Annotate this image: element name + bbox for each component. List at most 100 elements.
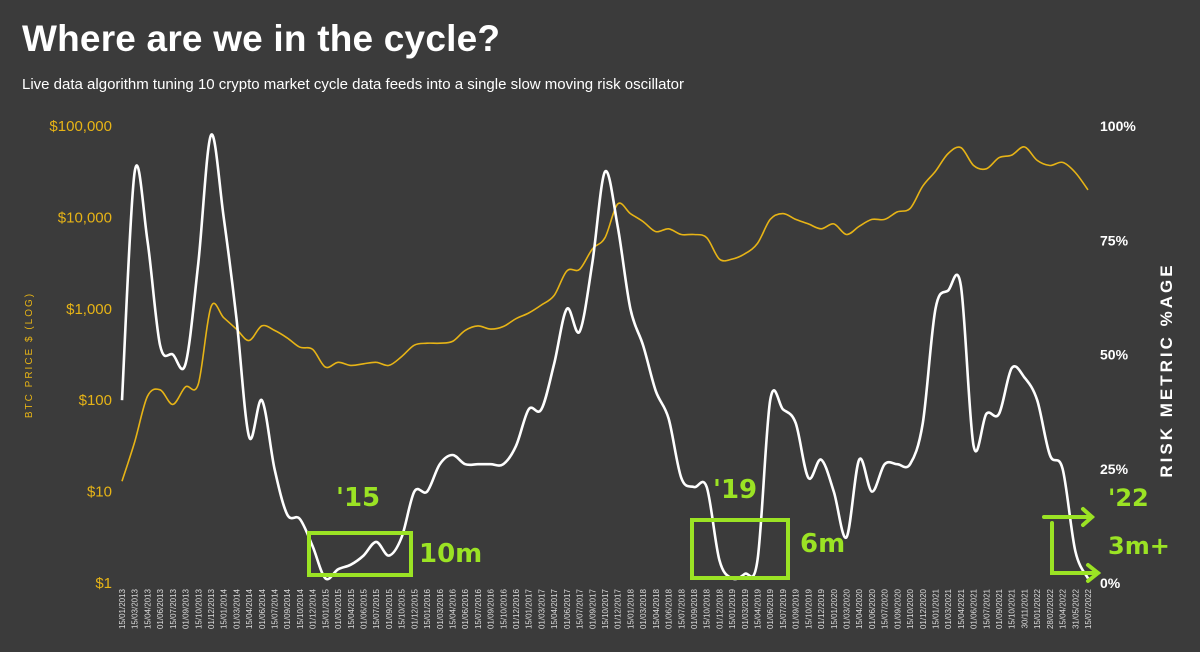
annotation-bracket-2022 xyxy=(1050,521,1102,583)
x-tick-label: 01/03/2017 xyxy=(537,588,546,629)
x-tick-label: 15/01/2013 xyxy=(118,588,127,629)
x-tick-label: 01/06/2018 xyxy=(665,588,674,629)
x-tick-label: 15/07/2020 xyxy=(881,588,890,629)
left-axis-title: BTC PRICE $ (LOG) xyxy=(24,292,35,418)
x-tick-label: 01/03/2016 xyxy=(436,588,445,629)
x-tick-label: 15/01/2018 xyxy=(626,588,635,629)
annotation-2019: '19 6m xyxy=(690,475,845,580)
x-tick-label: 15/04/2015 xyxy=(347,588,356,629)
right-tick-label: 50% xyxy=(1100,347,1129,363)
x-tick-label: 15/07/2015 xyxy=(372,588,381,629)
x-tick-label: 30/11/2021 xyxy=(1020,588,1029,628)
x-tick-label: 15/04/2019 xyxy=(754,588,763,629)
x-tick-label: 01/03/2020 xyxy=(843,588,852,629)
right-tick-label: 75% xyxy=(1100,232,1129,248)
x-tick-label: 15/04/2020 xyxy=(855,588,864,629)
annotation-2015: '15 10m xyxy=(307,483,482,577)
x-tick-label: 15/01/2019 xyxy=(728,588,737,629)
annotation-year-2022: '22 xyxy=(1108,484,1149,512)
x-tick-label: 15/01/2015 xyxy=(321,588,330,629)
x-tick-label: 01/06/2013 xyxy=(156,588,165,629)
left-tick-label: $100,000 xyxy=(49,118,112,135)
x-tick-label: 01/06/2020 xyxy=(868,588,877,629)
risk-metric-line xyxy=(120,133,1090,581)
x-tick-label: 15/07/2013 xyxy=(169,588,178,629)
right-tick-label: 25% xyxy=(1100,461,1129,477)
x-tick-label: 01/12/2014 xyxy=(309,588,318,629)
left-tick-label: $100 xyxy=(79,392,112,409)
x-tick-label: 01/03/2019 xyxy=(741,588,750,629)
annotation-arrow-2022-top xyxy=(1042,507,1096,527)
x-tick-label: 01/03/2021 xyxy=(944,588,953,629)
x-tick-label: 15/07/2022 xyxy=(1084,588,1093,629)
x-tick-label: 28/02/2022 xyxy=(1046,588,1055,629)
annotation-box-2019 xyxy=(690,518,790,580)
x-tick-label: 01/03/2018 xyxy=(639,588,648,629)
x-tick-label: 01/09/2021 xyxy=(995,588,1004,629)
x-tick-label: 15/04/2017 xyxy=(550,588,559,629)
right-tick-label: 0% xyxy=(1100,575,1121,591)
x-tick-label: 01/06/2016 xyxy=(461,588,470,629)
x-tick-label: 01/09/2019 xyxy=(792,588,801,629)
x-tick-label: 15/10/2017 xyxy=(601,588,610,629)
annotation-duration-2022: 3m+ xyxy=(1108,532,1170,560)
x-tick-label: 15/07/2019 xyxy=(779,588,788,629)
x-tick-label: 01/03/2014 xyxy=(232,588,241,629)
x-tick-label: 01/09/2020 xyxy=(893,588,902,629)
x-tick-label: 15/07/2016 xyxy=(474,588,483,629)
x-tick-label: 15/01/2017 xyxy=(525,588,534,629)
page-title: Where are we in the cycle? xyxy=(22,18,501,59)
left-tick-label: $1 xyxy=(95,575,112,592)
x-tick-label: 01/09/2013 xyxy=(182,588,191,629)
left-tick-label: $10,000 xyxy=(58,209,112,226)
page-subtitle: Live data algorithm tuning 10 crypto mar… xyxy=(22,76,684,93)
x-tick-label: 01/12/2019 xyxy=(817,588,826,629)
x-tick-label: 01/09/2015 xyxy=(385,588,394,629)
x-tick-label: 15/01/2014 xyxy=(220,588,229,629)
x-tick-label: 01/09/2014 xyxy=(283,588,292,629)
right-axis-ticks: 0% 25% 50% 75% 100% xyxy=(1100,118,1136,591)
x-tick-label: 01/03/2015 xyxy=(334,588,343,629)
right-tick-label: 100% xyxy=(1100,118,1136,134)
annotation-duration-2019: 6m xyxy=(800,529,845,559)
x-tick-label: 15/01/2021 xyxy=(931,588,940,629)
x-tick-label: 15/07/2018 xyxy=(677,588,686,629)
x-tick-label: 01/12/2018 xyxy=(715,588,724,629)
x-tick-label: 01/06/2017 xyxy=(563,588,572,629)
x-tick-label: 15/04/2014 xyxy=(245,588,254,629)
x-tick-label: 15/10/2021 xyxy=(1008,588,1017,629)
x-tick-label: 01/12/2020 xyxy=(919,588,928,629)
left-tick-label: $1,000 xyxy=(66,301,112,318)
right-axis-title: RISK METRIC %AGE xyxy=(1157,262,1176,477)
x-tick-label: 15/07/2014 xyxy=(271,588,280,629)
x-tick-label: 01/06/2015 xyxy=(360,588,369,629)
x-tick-label: 01/12/2013 xyxy=(207,588,216,629)
x-tick-label: 15/07/2017 xyxy=(576,588,585,629)
x-tick-label: 15/04/2016 xyxy=(448,588,457,629)
annotation-2022: '22 3m+ xyxy=(1042,484,1170,583)
x-axis-ticks: 15/01/2013 15/03/2013 15/04/2013 01/06/2013… xyxy=(118,588,1093,629)
x-tick-label: 15/04/2013 xyxy=(143,588,152,629)
x-tick-label: 01/06/2021 xyxy=(970,588,979,629)
x-tick-label: 15/10/2013 xyxy=(194,588,203,629)
x-tick-label: 15/10/2015 xyxy=(398,588,407,629)
x-tick-label: 01/06/2014 xyxy=(258,588,267,629)
x-tick-label: 15/10/2018 xyxy=(703,588,712,629)
x-tick-label: 15/07/2021 xyxy=(982,588,991,629)
x-tick-label: 15/01/2022 xyxy=(1033,588,1042,629)
x-tick-label: 15/10/2019 xyxy=(804,588,813,629)
x-tick-label: 01/06/2019 xyxy=(766,588,775,629)
x-tick-label: 15/10/2014 xyxy=(296,588,305,629)
x-tick-label: 01/09/2017 xyxy=(588,588,597,629)
x-tick-label: 01/09/2018 xyxy=(690,588,699,629)
x-tick-label: 01/09/2016 xyxy=(487,588,496,629)
x-tick-label: 15/04/2018 xyxy=(652,588,661,629)
x-tick-label: 01/12/2015 xyxy=(410,588,419,629)
left-tick-label: $10 xyxy=(87,484,112,501)
x-tick-label: 15/04/2022 xyxy=(1059,588,1068,629)
x-tick-label: 15/03/2013 xyxy=(131,588,140,629)
x-tick-label: 15/10/2016 xyxy=(499,588,508,629)
btc-price-line xyxy=(121,146,1089,482)
x-tick-label: 31/05/2022 xyxy=(1071,588,1080,629)
